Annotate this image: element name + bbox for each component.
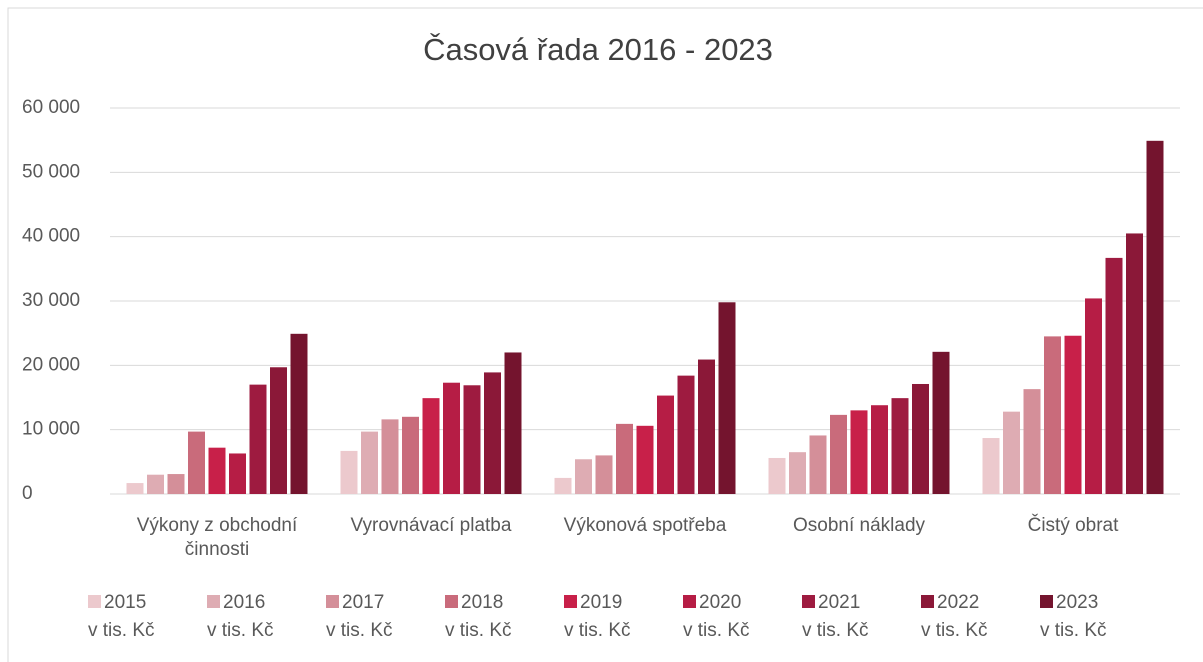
bar: [575, 459, 592, 494]
legend-label: 2015 v tis. Kč: [88, 592, 155, 641]
x-tick-label: Osobní náklady: [792, 515, 926, 536]
legend-swatch: [88, 595, 101, 608]
legend-label: 2023 v tis. Kč: [1040, 592, 1107, 641]
bar: [290, 333, 308, 494]
bar: [698, 359, 715, 494]
x-tick-label: Výkonová spotřeba: [563, 515, 727, 536]
bar: [1146, 140, 1164, 494]
legend-swatch: [445, 595, 458, 608]
bar: [249, 384, 267, 494]
bar: [657, 395, 674, 494]
y-tick-label: 30 000: [22, 290, 80, 311]
legend-swatch: [683, 595, 696, 608]
bar: [422, 398, 440, 494]
bar: [1126, 233, 1143, 494]
bar: [850, 410, 868, 494]
bar: [147, 474, 164, 494]
legend-item: 2015 v tis. Kč: [88, 589, 155, 645]
bar: [484, 372, 501, 494]
bar: [126, 483, 144, 494]
bar: [830, 414, 847, 494]
legend-label: 2020 v tis. Kč: [683, 592, 750, 641]
bar: [167, 474, 185, 494]
legend-swatch: [326, 595, 339, 608]
y-tick-label: 60 000: [22, 97, 80, 118]
bar: [912, 383, 929, 494]
bar: [1023, 389, 1041, 494]
legend-label: 2017 v tis. Kč: [326, 592, 393, 641]
bar: [789, 452, 806, 494]
bar: [270, 367, 287, 494]
x-tick-label: Čistý obrat: [1027, 515, 1119, 536]
bar: [1003, 411, 1020, 494]
chart-title: Časová řada 2016 - 2023: [423, 32, 773, 67]
bar: [616, 423, 633, 494]
bar: [718, 302, 736, 494]
bar: [982, 438, 1000, 494]
bar: [677, 375, 695, 494]
x-tick-label: Vyrovnávací platba: [350, 515, 512, 536]
legend-swatch: [1040, 595, 1053, 608]
legend-swatch: [802, 595, 815, 608]
chart-border: [7, 7, 1203, 662]
y-tick-label: 10 000: [22, 419, 80, 440]
y-tick-label: 50 000: [22, 161, 80, 182]
bar: [891, 398, 909, 494]
legend-label: 2019 v tis. Kč: [564, 592, 631, 641]
bar: [463, 385, 481, 494]
bar: [1044, 336, 1061, 494]
legend-item: 2022 v tis. Kč: [921, 589, 988, 645]
bar: [402, 416, 419, 494]
bar: [443, 382, 460, 494]
bar: [1064, 335, 1082, 494]
legend-swatch: [207, 595, 220, 608]
bar: [809, 435, 827, 494]
bar: [188, 431, 205, 494]
legend-item: 2019 v tis. Kč: [564, 589, 631, 645]
legend-swatch: [921, 595, 934, 608]
bar: [932, 351, 950, 494]
bar: [554, 477, 572, 494]
y-tick-label: 20 000: [22, 354, 80, 375]
bar: [1085, 298, 1102, 494]
legend-item: 2021 v tis. Kč: [802, 589, 869, 645]
legend-swatch: [564, 595, 577, 608]
bar: [340, 450, 358, 494]
legend-item: 2017 v tis. Kč: [326, 589, 393, 645]
bar: [636, 425, 654, 494]
legend-item: 2023 v tis. Kč: [1040, 589, 1107, 645]
legend-item: 2020 v tis. Kč: [683, 589, 750, 645]
y-tick-label: 0: [22, 483, 33, 504]
bar: [208, 447, 226, 494]
legend-label: 2016 v tis. Kč: [207, 592, 274, 641]
legend-label: 2022 v tis. Kč: [921, 592, 988, 641]
legend-label: 2021 v tis. Kč: [802, 592, 869, 641]
bar: [229, 453, 246, 494]
bar: [1105, 257, 1123, 494]
bar: [504, 352, 522, 494]
bar: [768, 457, 786, 494]
legend-item: 2016 v tis. Kč: [207, 589, 274, 645]
bar: [871, 405, 888, 494]
legend-label: 2018 v tis. Kč: [445, 592, 512, 641]
legend-item: 2018 v tis. Kč: [445, 589, 512, 645]
bar: [381, 419, 399, 494]
bar: [361, 431, 378, 494]
y-tick-label: 40 000: [22, 226, 80, 247]
bar: [595, 455, 613, 494]
x-tick-label: Výkony z obchodní činnosti: [136, 515, 298, 560]
